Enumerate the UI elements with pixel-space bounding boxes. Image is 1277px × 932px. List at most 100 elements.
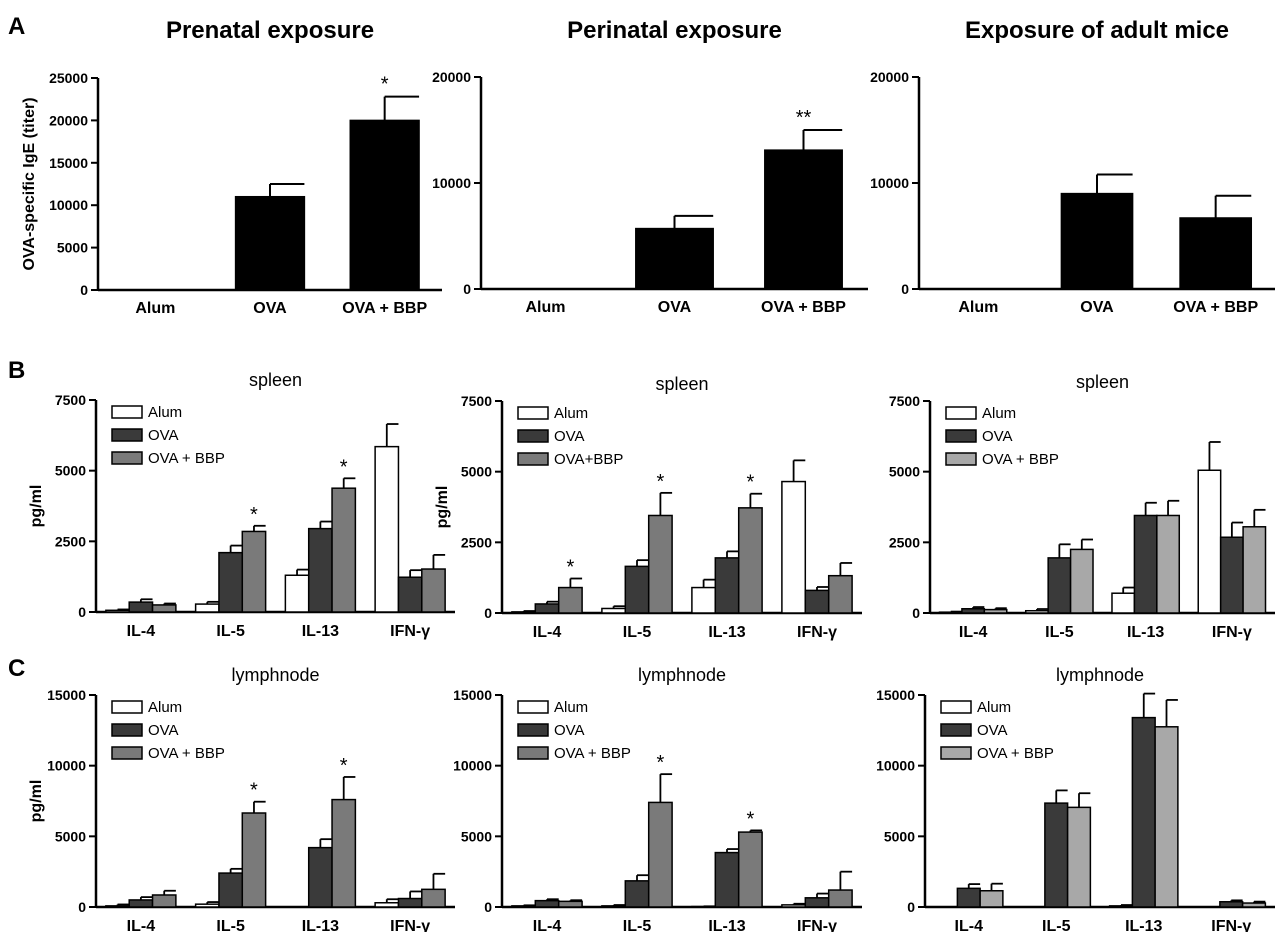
legend-swatch — [111, 428, 143, 442]
y-tick-label: 0 — [78, 604, 86, 620]
bar-ova-bbp — [1154, 726, 1179, 908]
x-tick-label: Alum — [958, 299, 998, 316]
legend-swatch — [111, 746, 143, 760]
legend-swatch — [945, 452, 977, 466]
bar-ova-bbp — [983, 608, 1008, 614]
bar-ova-bbp — [331, 487, 357, 613]
bar-ova — [1060, 192, 1134, 290]
legend-swatch — [517, 723, 549, 737]
y-tick-label: 0 — [901, 281, 909, 297]
y-axis-label: OVA-specific IgE (titer) — [21, 97, 38, 270]
legend-swatch — [940, 723, 972, 737]
bar-ova-bbp — [151, 604, 177, 613]
x-tick-label: IFN-γ — [1212, 624, 1252, 641]
bar-alum — [194, 903, 220, 908]
y-tick-label: 10000 — [876, 758, 915, 774]
y-tick-label: 20000 — [870, 69, 909, 85]
bar-alum — [1197, 469, 1222, 614]
bar-ova — [534, 899, 560, 908]
panel-letter-a: A — [8, 13, 25, 40]
y-tick-label: 10000 — [870, 175, 909, 191]
chart-title: spleen — [1076, 372, 1129, 392]
legend-swatch — [517, 700, 549, 714]
bar-ova — [307, 527, 333, 613]
y-tick-label: 0 — [907, 899, 915, 915]
significance-marker: * — [340, 456, 348, 478]
bar-ova — [128, 899, 154, 908]
legend-label: Alum — [148, 404, 182, 421]
bar-ova-bbp — [151, 894, 177, 908]
bar-alum — [781, 480, 807, 614]
legend-label: OVA — [148, 427, 179, 444]
bar-ova-bbp — [331, 798, 357, 908]
y-axis-label: pg/ml — [28, 485, 45, 528]
chart-b-3: spleen 0 2500 5000 7500 IL-4 IL-5 IL-13 IFN-γ Alu… — [889, 372, 1275, 641]
bar-ova — [1219, 536, 1244, 614]
bar-ova-bbp — [349, 119, 420, 291]
bar-ova-bbp — [1242, 526, 1267, 614]
significance-marker: * — [657, 471, 665, 493]
significance-marker: * — [747, 808, 755, 830]
y-tick-label: 10000 — [432, 175, 471, 191]
legend-label: OVA + BBP — [982, 451, 1059, 468]
x-tick-label: IL-4 — [533, 624, 562, 641]
bar-ova — [218, 872, 244, 908]
bar-alum — [374, 902, 400, 908]
y-tick-label: 7500 — [461, 393, 492, 409]
x-tick-label: IL-4 — [127, 918, 156, 932]
bar-alum — [1111, 592, 1136, 614]
x-tick-label: IL-13 — [708, 624, 745, 641]
x-tick-label: IL-5 — [623, 624, 652, 641]
chart-title: spleen — [249, 370, 302, 390]
bar-ova — [1044, 802, 1069, 908]
legend-swatch — [517, 452, 549, 466]
legend-swatch — [945, 406, 977, 420]
panel-letter-c: C — [8, 655, 25, 682]
bar-ova — [961, 608, 986, 614]
legend-label: OVA — [982, 428, 1013, 445]
bar-ova-bbp — [557, 900, 583, 908]
x-tick-label: Alum — [135, 300, 175, 317]
y-tick-label: 2500 — [461, 534, 492, 550]
y-tick-label: 5000 — [884, 828, 915, 844]
legend-label: OVA + BBP — [977, 745, 1054, 762]
significance-marker: * — [381, 74, 389, 96]
chart-b-1: spleen pg/ml 0 2500 5000 7500 IL-4 * IL-5 * IL-13 I… — [28, 370, 455, 640]
bar-ova-bbp — [1066, 806, 1092, 908]
y-tick-label: 10000 — [453, 758, 492, 774]
bar-ova — [956, 887, 981, 908]
x-tick-label: IL-13 — [1125, 918, 1162, 932]
significance-marker: * — [250, 780, 258, 802]
chart-a-2: Perinatal exposure 0 10000 20000 Alum OVA ** OV… — [432, 17, 868, 316]
bar-ova — [714, 557, 740, 614]
chart-c-2: lymphnode 0 5000 10000 15000 IL-4 * IL-5 * IL-13 I… — [453, 665, 862, 932]
x-tick-label: IL-4 — [127, 623, 156, 640]
x-tick-label: IL-13 — [708, 918, 745, 932]
bar-ova — [534, 603, 560, 614]
bar-ova-bbp — [647, 801, 673, 908]
bar-ova-bbp — [737, 507, 763, 614]
x-tick-label: IL-5 — [1045, 624, 1074, 641]
legend-swatch — [111, 723, 143, 737]
x-tick-label: IL-5 — [1042, 918, 1071, 932]
legend-label: Alum — [148, 699, 182, 716]
legend-swatch — [111, 700, 143, 714]
bar-alum — [511, 611, 537, 614]
panel-letter-b: B — [8, 357, 25, 384]
bar-ova-bbp — [827, 889, 853, 908]
bar-alum — [781, 904, 807, 908]
y-axis-label: pg/ml — [434, 486, 451, 529]
x-tick-label: IL-13 — [1127, 624, 1164, 641]
y-tick-label: 10000 — [49, 197, 88, 213]
bar-ova — [218, 551, 244, 613]
y-tick-label: 0 — [78, 899, 86, 915]
bar-ova-bbp — [421, 888, 446, 908]
chart-title: lymphnode — [638, 665, 726, 685]
chart-title: lymphnode — [1056, 665, 1144, 685]
legend-swatch — [111, 405, 143, 419]
legend-swatch — [517, 746, 549, 760]
bar-ova — [397, 576, 423, 613]
x-tick-label: IL-5 — [623, 918, 652, 932]
x-tick-label: OVA + BBP — [342, 300, 427, 317]
y-tick-label: 5000 — [461, 464, 492, 480]
